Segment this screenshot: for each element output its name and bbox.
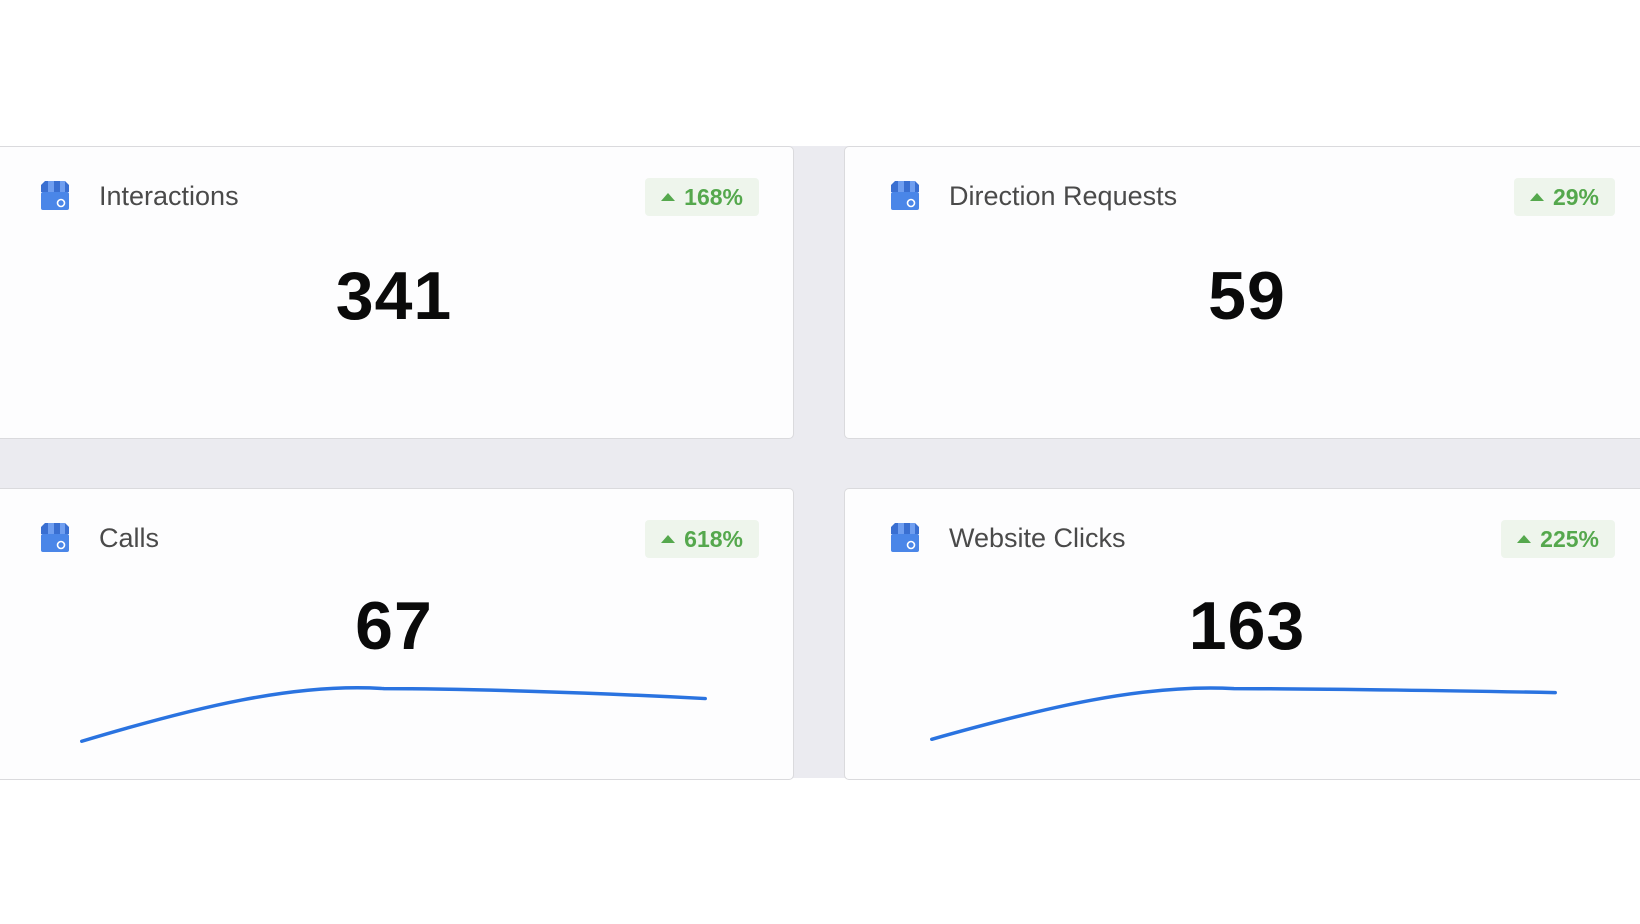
metric-title: Direction Requests (949, 181, 1178, 211)
change-badge: 168% (645, 178, 759, 216)
metric-title: Interactions (99, 181, 239, 211)
arrow-up-icon (661, 535, 676, 543)
change-badge: 225% (1501, 520, 1615, 558)
trend-path (80, 686, 707, 743)
google-my-business-icon (39, 181, 71, 211)
metric-card-direction-requests[interactable]: Direction Requests 29% 59 (844, 146, 1640, 439)
metric-value: 163 (1188, 588, 1306, 664)
change-badge: 29% (1513, 178, 1615, 216)
metric-value: 341 (335, 258, 453, 334)
google-my-business-icon (39, 523, 71, 553)
metric-card-website-clicks[interactable]: Website Clicks 225% 163 (844, 488, 1640, 780)
metric-value: 67 (355, 588, 433, 664)
metric-card-interactions[interactable]: Interactions 168% 341 (0, 146, 794, 439)
change-value: 168% (684, 184, 743, 210)
change-value: 618% (684, 526, 743, 552)
arrow-up-icon (1529, 193, 1544, 201)
arrow-up-icon (661, 193, 676, 201)
metric-title: Calls (99, 523, 160, 553)
arrow-up-icon (1517, 535, 1532, 543)
google-my-business-icon (889, 181, 921, 211)
metric-value: 59 (1208, 258, 1286, 334)
trend-path (930, 686, 1557, 742)
metric-card-calls[interactable]: Calls 618% 67 (0, 488, 794, 780)
change-value: 29% (1552, 184, 1599, 210)
change-badge: 618% (645, 520, 759, 558)
google-my-business-icon (889, 523, 921, 553)
metric-title: Website Clicks (949, 523, 1126, 553)
change-value: 225% (1540, 526, 1599, 552)
